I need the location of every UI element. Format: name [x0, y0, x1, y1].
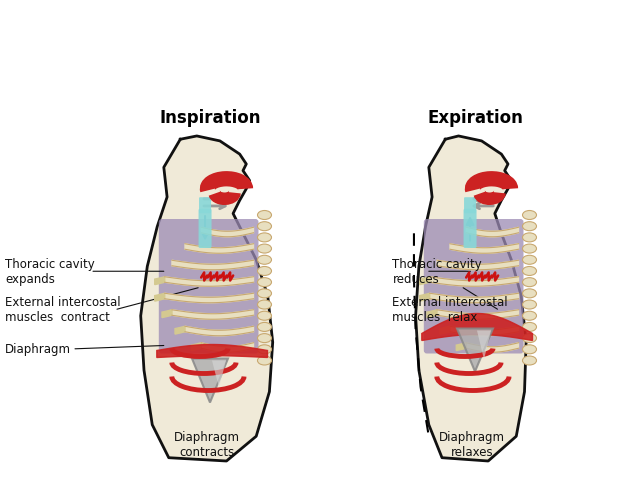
Text: Thoracic cavity
reduces: Thoracic cavity reduces — [392, 257, 482, 286]
Polygon shape — [141, 136, 273, 461]
FancyBboxPatch shape — [159, 220, 258, 354]
Polygon shape — [201, 228, 253, 237]
Polygon shape — [185, 327, 253, 336]
Text: External intercostal
muscles  relax: External intercostal muscles relax — [392, 296, 508, 323]
Text: Diaphragm
relaxes: Diaphragm relaxes — [439, 431, 505, 458]
Ellipse shape — [522, 244, 536, 254]
Ellipse shape — [522, 256, 536, 265]
Ellipse shape — [522, 312, 536, 320]
Ellipse shape — [258, 345, 271, 354]
Polygon shape — [420, 277, 430, 285]
Ellipse shape — [258, 312, 271, 320]
Polygon shape — [437, 310, 519, 319]
Polygon shape — [422, 314, 533, 341]
Ellipse shape — [522, 356, 536, 365]
Ellipse shape — [522, 222, 536, 231]
Ellipse shape — [258, 233, 271, 242]
Ellipse shape — [258, 222, 271, 231]
Polygon shape — [415, 136, 526, 461]
Polygon shape — [430, 277, 519, 287]
Ellipse shape — [522, 345, 536, 354]
Ellipse shape — [522, 334, 536, 343]
Polygon shape — [172, 310, 253, 319]
Polygon shape — [154, 277, 165, 285]
Ellipse shape — [258, 244, 271, 254]
FancyBboxPatch shape — [198, 209, 211, 248]
Ellipse shape — [258, 356, 271, 365]
Polygon shape — [157, 345, 268, 358]
Polygon shape — [450, 244, 519, 254]
Text: Inspiration: Inspiration — [159, 109, 261, 127]
Ellipse shape — [522, 233, 536, 242]
Ellipse shape — [522, 211, 536, 220]
Polygon shape — [165, 294, 253, 303]
Ellipse shape — [522, 267, 536, 276]
Polygon shape — [427, 310, 437, 318]
Ellipse shape — [258, 323, 271, 332]
Polygon shape — [450, 327, 519, 336]
Polygon shape — [175, 327, 185, 334]
Ellipse shape — [258, 278, 271, 287]
Polygon shape — [437, 261, 519, 270]
Polygon shape — [456, 343, 466, 351]
Polygon shape — [466, 228, 519, 237]
Polygon shape — [192, 343, 201, 351]
Polygon shape — [212, 361, 226, 388]
Ellipse shape — [522, 289, 536, 298]
Ellipse shape — [258, 301, 271, 309]
FancyBboxPatch shape — [199, 198, 211, 214]
Polygon shape — [466, 343, 519, 352]
Polygon shape — [172, 261, 253, 270]
FancyBboxPatch shape — [464, 209, 476, 248]
Polygon shape — [165, 277, 253, 287]
Polygon shape — [192, 359, 228, 403]
Ellipse shape — [522, 323, 536, 332]
Text: Diaphragm
contracts: Diaphragm contracts — [174, 431, 240, 458]
Polygon shape — [477, 331, 491, 360]
Text: Diaphragm: Diaphragm — [5, 343, 71, 356]
FancyBboxPatch shape — [424, 220, 523, 354]
Polygon shape — [430, 294, 519, 303]
Ellipse shape — [522, 278, 536, 287]
Text: External intercostal
muscles  contract: External intercostal muscles contract — [5, 296, 121, 323]
Ellipse shape — [258, 267, 271, 276]
Polygon shape — [162, 310, 172, 318]
Polygon shape — [420, 294, 430, 302]
Polygon shape — [154, 294, 165, 302]
Ellipse shape — [258, 256, 271, 265]
Ellipse shape — [522, 301, 536, 309]
Polygon shape — [201, 343, 253, 352]
Ellipse shape — [258, 334, 271, 343]
Ellipse shape — [258, 211, 271, 220]
Polygon shape — [457, 329, 493, 372]
Ellipse shape — [258, 289, 271, 298]
Text: Expiration: Expiration — [427, 109, 523, 127]
Polygon shape — [185, 244, 253, 254]
FancyBboxPatch shape — [464, 198, 476, 214]
Text: Thoracic cavity
expands: Thoracic cavity expands — [5, 257, 95, 286]
Polygon shape — [440, 327, 450, 334]
